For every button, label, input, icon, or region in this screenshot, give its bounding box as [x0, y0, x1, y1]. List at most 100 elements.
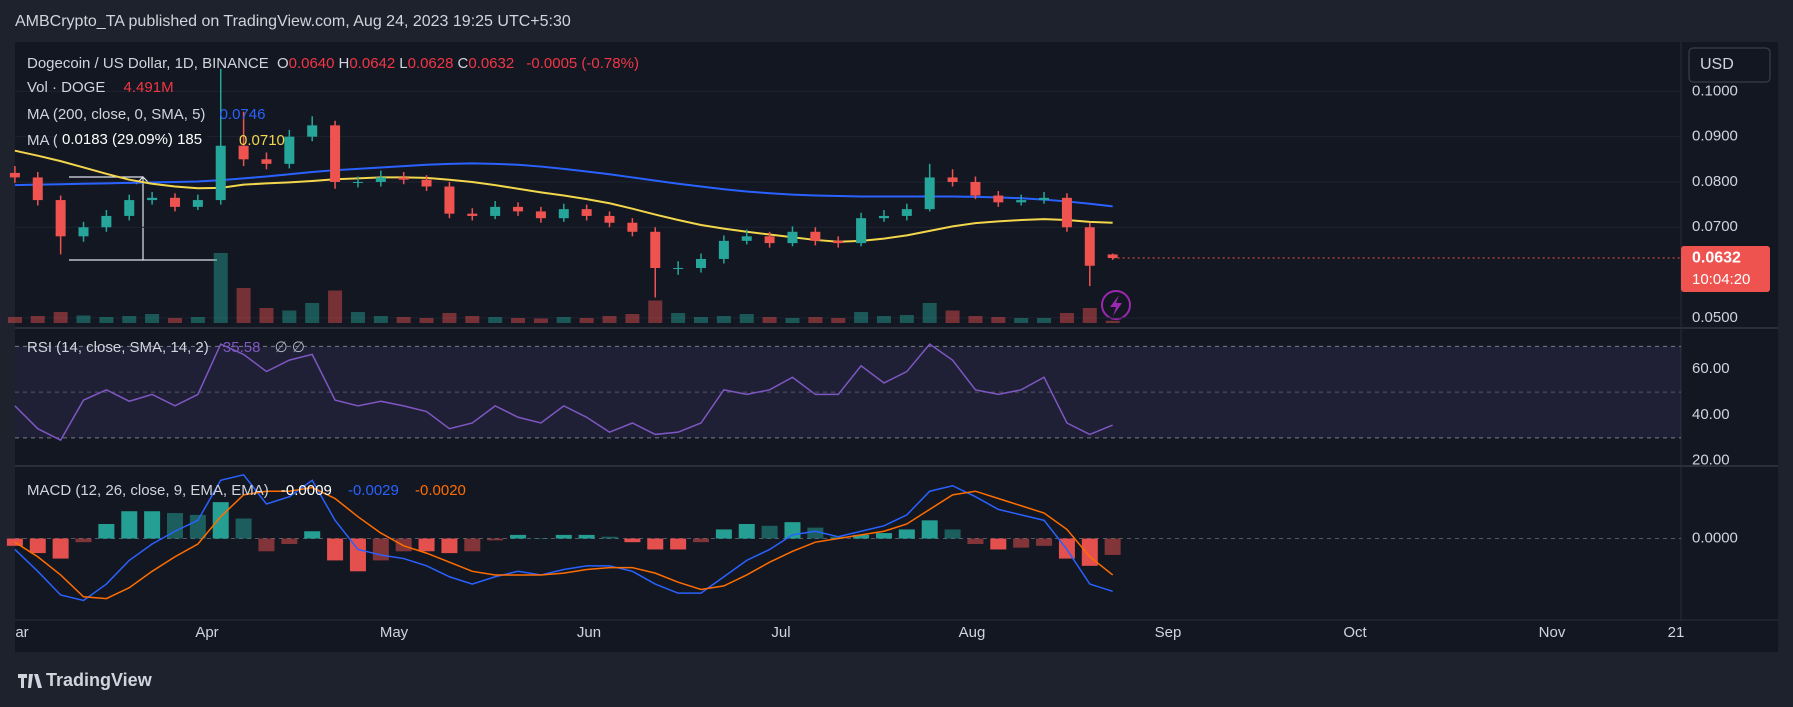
- histogram-bar: [784, 522, 801, 539]
- y-tick-label: 0.0500: [1692, 309, 1738, 326]
- signal-line: [14, 486, 1114, 600]
- histogram-bar: [510, 534, 527, 539]
- histogram-bar: [761, 525, 778, 539]
- histogram-bar: [121, 511, 138, 539]
- x-tick-label: Oct: [1343, 624, 1367, 641]
- histogram-bar: [98, 523, 115, 539]
- x-tick-label: Apr: [195, 624, 218, 641]
- volume-bar: [1014, 318, 1029, 323]
- measure-label: 0.0183 (29.09%) 185: [57, 130, 208, 150]
- histogram-bar: [1013, 538, 1030, 548]
- candle-body: [513, 206, 524, 212]
- volume-bar: [968, 316, 983, 323]
- y-tick-label: 0.0900: [1692, 128, 1738, 145]
- ohlc-value: 0.0632: [468, 55, 515, 72]
- x-tick-label: Nov: [1539, 624, 1566, 641]
- x-tick-label: Jun: [577, 624, 601, 641]
- volume-bar: [945, 310, 960, 323]
- candle-body: [947, 177, 958, 182]
- volume-bar: [350, 312, 365, 323]
- candle-body: [924, 177, 935, 210]
- candle-body: [261, 159, 272, 164]
- x-tick-label: 21: [1668, 624, 1685, 641]
- volume-bar: [922, 303, 937, 323]
- change: -0.0005 (-0.78%): [526, 55, 639, 72]
- histogram-bar: [372, 538, 389, 561]
- ohlc-value: 0.0640: [288, 55, 335, 72]
- candle-body: [604, 215, 615, 223]
- x-tick-label: Jul: [771, 624, 790, 641]
- candle-body: [444, 186, 455, 214]
- candle-body: [215, 145, 226, 201]
- ma-value: 0.0746: [219, 106, 266, 123]
- alert-icon[interactable]: [1101, 290, 1131, 320]
- candle-body: [1016, 200, 1027, 203]
- candle-body: [810, 231, 821, 241]
- x-tick-label: Aug: [959, 624, 986, 641]
- histogram-bar: [601, 536, 618, 539]
- histogram-bar: [395, 538, 412, 552]
- histogram-bar: [29, 538, 46, 554]
- volume-bar: [739, 314, 754, 323]
- volume-bar: [785, 318, 800, 323]
- histogram-bar: [670, 538, 687, 550]
- histogram-bar: [807, 527, 824, 539]
- candle-body: [558, 209, 569, 219]
- candle-body: [9, 172, 20, 178]
- y-tick-label: 0.0800: [1692, 173, 1738, 190]
- volume-legend: Vol · DOGE 4.491M: [27, 78, 178, 98]
- histogram-bar: [830, 536, 847, 539]
- volume-bar: [1037, 318, 1052, 323]
- volume-bar: [625, 314, 640, 323]
- histogram-bar: [212, 502, 229, 539]
- volume-bar: [854, 312, 869, 323]
- candle-body: [352, 181, 363, 183]
- volume-bar: [465, 316, 480, 323]
- candle-body: [1107, 254, 1118, 259]
- x-tick-label: Sep: [1155, 624, 1182, 641]
- y-tick-label: 20.00: [1692, 452, 1730, 469]
- price-legend: Dogecoin / US Dollar, 1D, BINANCE O0.064…: [27, 54, 643, 74]
- histogram-value: -0.0009: [280, 482, 332, 499]
- volume-bar: [145, 314, 160, 323]
- volume-bar: [282, 310, 297, 323]
- volume-bar: [7, 317, 22, 323]
- histogram-bar: [349, 538, 366, 572]
- volume-bar: [716, 316, 731, 323]
- candle-body: [192, 200, 203, 207]
- volume-bar: [899, 315, 914, 323]
- volume-bar: [305, 303, 320, 323]
- volume-bar: [190, 317, 205, 323]
- currency[interactable]: USD: [1700, 56, 1734, 73]
- volume-value: 4.491M: [123, 79, 174, 96]
- histogram-bar: [990, 538, 1007, 550]
- volume-bar: [419, 318, 434, 323]
- x-tick-label: May: [380, 624, 409, 641]
- volume-bar: [808, 317, 823, 323]
- y-tick-label: 0.1000: [1692, 82, 1738, 99]
- candle-body: [78, 227, 89, 237]
- y-tick-label: 0.0000: [1692, 530, 1738, 547]
- candle-body: [833, 240, 844, 244]
- histogram-bar: [647, 538, 664, 550]
- volume-bar: [213, 253, 228, 323]
- candle-body: [101, 215, 112, 228]
- candle-body: [147, 197, 158, 201]
- currency-button[interactable]: [1688, 47, 1771, 83]
- histogram-bar: [1036, 538, 1053, 546]
- volume-bar: [648, 300, 663, 323]
- volume-bar: [1082, 308, 1097, 323]
- histogram-bar: [418, 538, 435, 552]
- candle-body: [741, 236, 752, 241]
- ohlc-value: 0.0628: [407, 55, 454, 72]
- histogram-bar: [967, 538, 984, 545]
- candle-body: [718, 240, 729, 259]
- candle-body: [284, 136, 295, 164]
- rsi-extra: ∅ ∅: [274, 339, 305, 356]
- histogram-bar: [75, 538, 92, 543]
- candle-body: [330, 125, 341, 182]
- ohlc: O0.0640 H0.0642 L0.0628 C0.0632: [277, 55, 518, 72]
- volume-bar: [328, 290, 343, 323]
- candle-body: [970, 181, 981, 196]
